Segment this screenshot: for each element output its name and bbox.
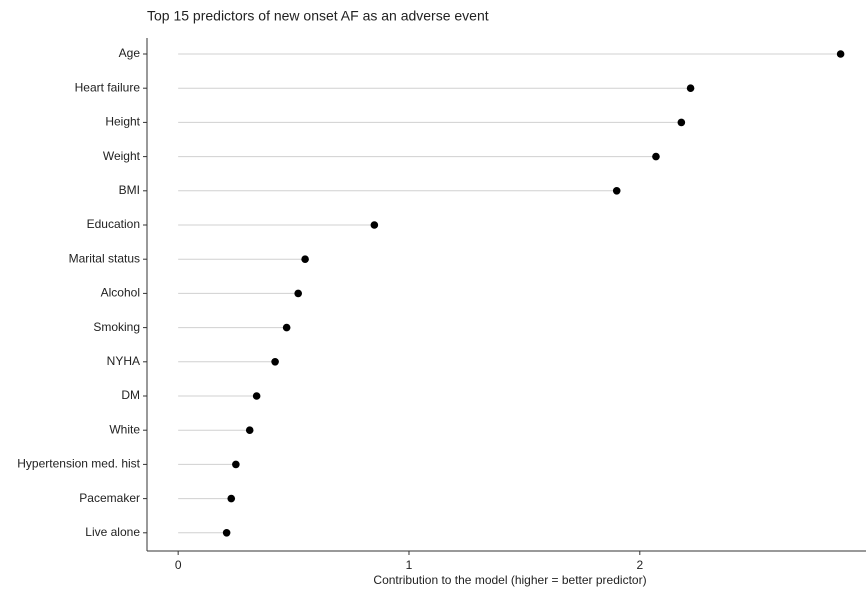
point (301, 255, 309, 263)
chart-title: Top 15 predictors of new onset AF as an … (147, 8, 489, 24)
point (677, 118, 686, 127)
y-tick-label: DM (121, 388, 140, 402)
y-tick-label: Heart failure (75, 80, 141, 94)
x-tick-label: 2 (636, 558, 643, 572)
x-tick-label: 0 (175, 558, 182, 572)
y-tick-label: Pacemaker (79, 491, 140, 505)
y-tick-label: Age (119, 46, 141, 60)
y-tick-label: Smoking (93, 320, 140, 334)
point (686, 84, 695, 92)
y-tick-label: Weight (103, 149, 141, 163)
point (652, 152, 660, 161)
x-axis-label: Contribution to the model (higher = bett… (373, 573, 646, 587)
x-tick-label: 1 (406, 558, 413, 572)
point (271, 358, 279, 366)
y-tick-label: White (109, 422, 140, 436)
point (612, 187, 621, 195)
y-tick-label: BMI (119, 183, 140, 197)
y-tick-label: Live alone (85, 525, 140, 539)
y-tick-label: Height (105, 115, 140, 129)
point (282, 323, 291, 332)
point (252, 392, 261, 400)
point (222, 529, 231, 537)
point (232, 460, 240, 469)
point (836, 50, 845, 58)
point (245, 426, 254, 435)
y-tick-label: Education (87, 217, 140, 231)
y-tick-label: Hypertension med. hist (17, 457, 140, 471)
point (370, 221, 379, 229)
y-tick-label: Alcohol (101, 286, 140, 300)
point (227, 494, 236, 503)
y-tick-label: Marital status (69, 251, 140, 265)
y-tick-label: NYHA (107, 354, 140, 368)
point (294, 289, 302, 298)
